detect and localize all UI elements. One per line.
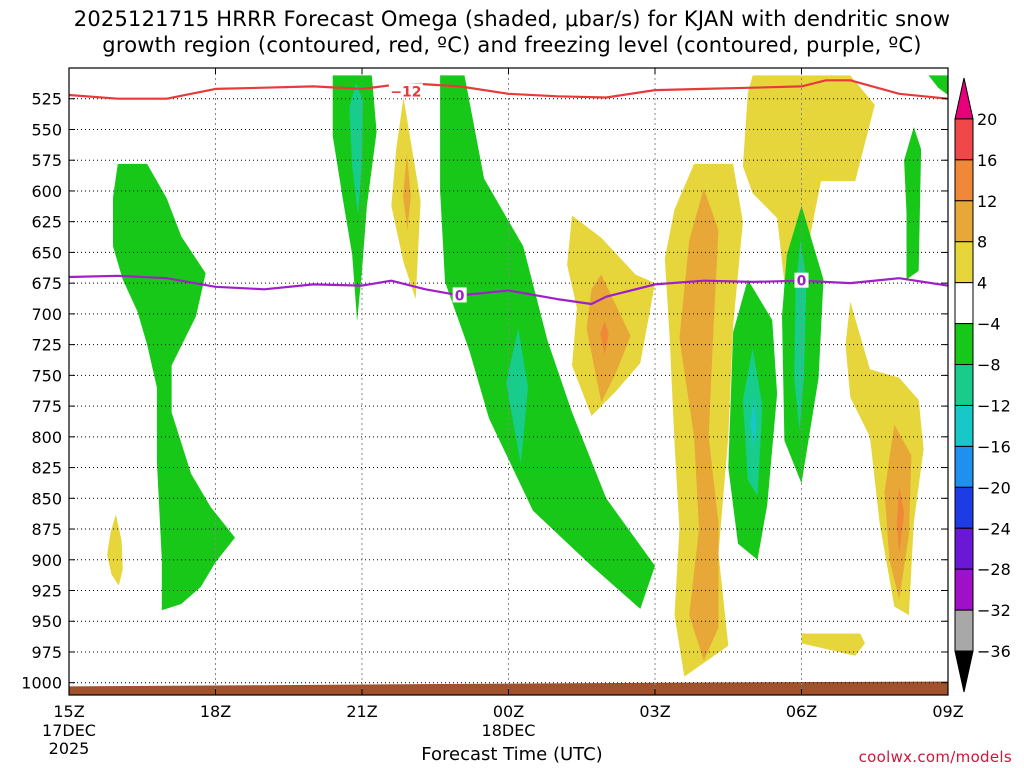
chart-title: 2025121715 HRRR Forecast Omega (shaded, … bbox=[0, 6, 1024, 58]
colorbar-bin bbox=[954, 445, 974, 488]
colorbar-bin bbox=[954, 404, 974, 447]
omega-region bbox=[750, 397, 757, 447]
chart-title-line2: growth region (contoured, red, ºC) and f… bbox=[102, 33, 922, 57]
colorbar-label: 12 bbox=[977, 192, 997, 211]
colorbar-bin bbox=[954, 241, 974, 284]
colorbar-bin bbox=[954, 200, 974, 243]
omega-region bbox=[113, 163, 235, 611]
omega-region bbox=[904, 127, 922, 280]
omega-region bbox=[506, 328, 528, 464]
chart-title-line1: 2025121715 HRRR Forecast Omega (shaded, … bbox=[73, 7, 951, 31]
x-tick-label: 09Z bbox=[932, 702, 963, 721]
omega-region bbox=[349, 82, 363, 216]
x-date-label: 17DEC bbox=[42, 721, 96, 740]
omega-region bbox=[440, 75, 655, 609]
y-tick-label: 875 bbox=[31, 520, 62, 539]
y-tick-label: 725 bbox=[31, 336, 62, 355]
omega-region bbox=[107, 514, 123, 586]
y-tick-label: 775 bbox=[31, 397, 62, 416]
watermark: coolwx.com/models bbox=[858, 748, 1012, 766]
y-tick-label: 600 bbox=[31, 182, 62, 201]
x-date-label: 18DEC bbox=[482, 721, 536, 740]
x-axis-label: Forecast Time (UTC) bbox=[421, 744, 603, 765]
omega-region bbox=[586, 274, 631, 403]
colorbar-label: −32 bbox=[977, 601, 1011, 620]
x-tick-label: 15Z bbox=[53, 702, 84, 721]
omega-region bbox=[679, 188, 719, 661]
omega-region bbox=[742, 75, 875, 317]
omega-region bbox=[332, 75, 377, 322]
colorbar-label: −28 bbox=[977, 560, 1011, 579]
colorbar-label: −4 bbox=[977, 315, 1001, 334]
y-tick-label: 925 bbox=[31, 582, 62, 601]
colorbar-bin bbox=[954, 486, 974, 529]
x-tick-label: 06Z bbox=[786, 702, 817, 721]
contour-freezing_purple bbox=[69, 274, 948, 306]
colorbar-arrow-bottom bbox=[954, 650, 974, 693]
omega-region bbox=[600, 321, 609, 355]
y-tick-label: 525 bbox=[31, 90, 62, 109]
contour-dendritic_red bbox=[69, 79, 948, 100]
colorbar-label: −8 bbox=[977, 356, 1001, 375]
omega-region bbox=[928, 75, 948, 95]
contour-label-bg bbox=[452, 287, 467, 303]
y-tick-label: 675 bbox=[31, 274, 62, 293]
colorbar-bin bbox=[954, 527, 974, 570]
y-tick-label: 1000 bbox=[21, 674, 62, 693]
y-tick-label: 850 bbox=[31, 489, 62, 508]
omega-region bbox=[896, 486, 905, 554]
colorbar-bin bbox=[954, 159, 974, 202]
colorbar-bin bbox=[954, 609, 974, 652]
contour-label: 0 bbox=[797, 274, 807, 290]
x-tick-label: 00Z bbox=[493, 702, 524, 721]
colorbar-bin bbox=[954, 118, 974, 161]
colorbar-arrow-top bbox=[954, 77, 974, 120]
colorbar-label: −12 bbox=[977, 396, 1011, 415]
colorbar-label: −36 bbox=[977, 642, 1011, 661]
contour-label-bg bbox=[794, 272, 809, 288]
colorbar-bin bbox=[954, 282, 974, 325]
colorbar-label: −16 bbox=[977, 437, 1011, 456]
colorbar-bin bbox=[954, 323, 974, 366]
omega-region bbox=[801, 633, 865, 656]
omega-region bbox=[845, 301, 924, 616]
colorbar-label: 20 bbox=[977, 110, 997, 129]
x-tick-label: 21Z bbox=[346, 702, 377, 721]
omega-region bbox=[403, 154, 411, 231]
colorbar-bin bbox=[954, 568, 974, 611]
omega-region bbox=[794, 240, 807, 431]
y-tick-label: 575 bbox=[31, 151, 62, 170]
x-tick-label: 18Z bbox=[200, 702, 231, 721]
colorbar-label: 4 bbox=[977, 274, 987, 293]
colorbar-label: −20 bbox=[977, 478, 1011, 497]
colorbar-label: 16 bbox=[977, 151, 997, 170]
y-tick-label: 800 bbox=[31, 428, 62, 447]
contour-label-bg bbox=[388, 83, 423, 99]
y-tick-label: 950 bbox=[31, 612, 62, 631]
plot-area: −12 0 0 bbox=[69, 68, 948, 695]
colorbar-bin bbox=[954, 364, 974, 406]
contour-label: 0 bbox=[455, 288, 465, 304]
colorbar-label: 8 bbox=[977, 233, 987, 252]
y-tick-label: 650 bbox=[31, 243, 62, 262]
y-tick-label: 900 bbox=[31, 551, 62, 570]
x-date-label: 2025 bbox=[49, 739, 90, 758]
colorbar: 20 16 12 8 4 −4 −8 −12 −16 −20 −24 −28 −32 −36 bbox=[954, 77, 1011, 693]
contour-label: −12 bbox=[390, 84, 421, 100]
x-tick-label: 03Z bbox=[639, 702, 670, 721]
y-tick-label: 975 bbox=[31, 643, 62, 662]
y-tick-label: 825 bbox=[31, 459, 62, 478]
colorbar-label: −24 bbox=[977, 519, 1011, 538]
y-tick-label: 550 bbox=[31, 120, 62, 139]
y-tick-label: 750 bbox=[31, 366, 62, 385]
y-tick-label: 625 bbox=[31, 213, 62, 232]
y-tick-label: 700 bbox=[31, 305, 62, 324]
